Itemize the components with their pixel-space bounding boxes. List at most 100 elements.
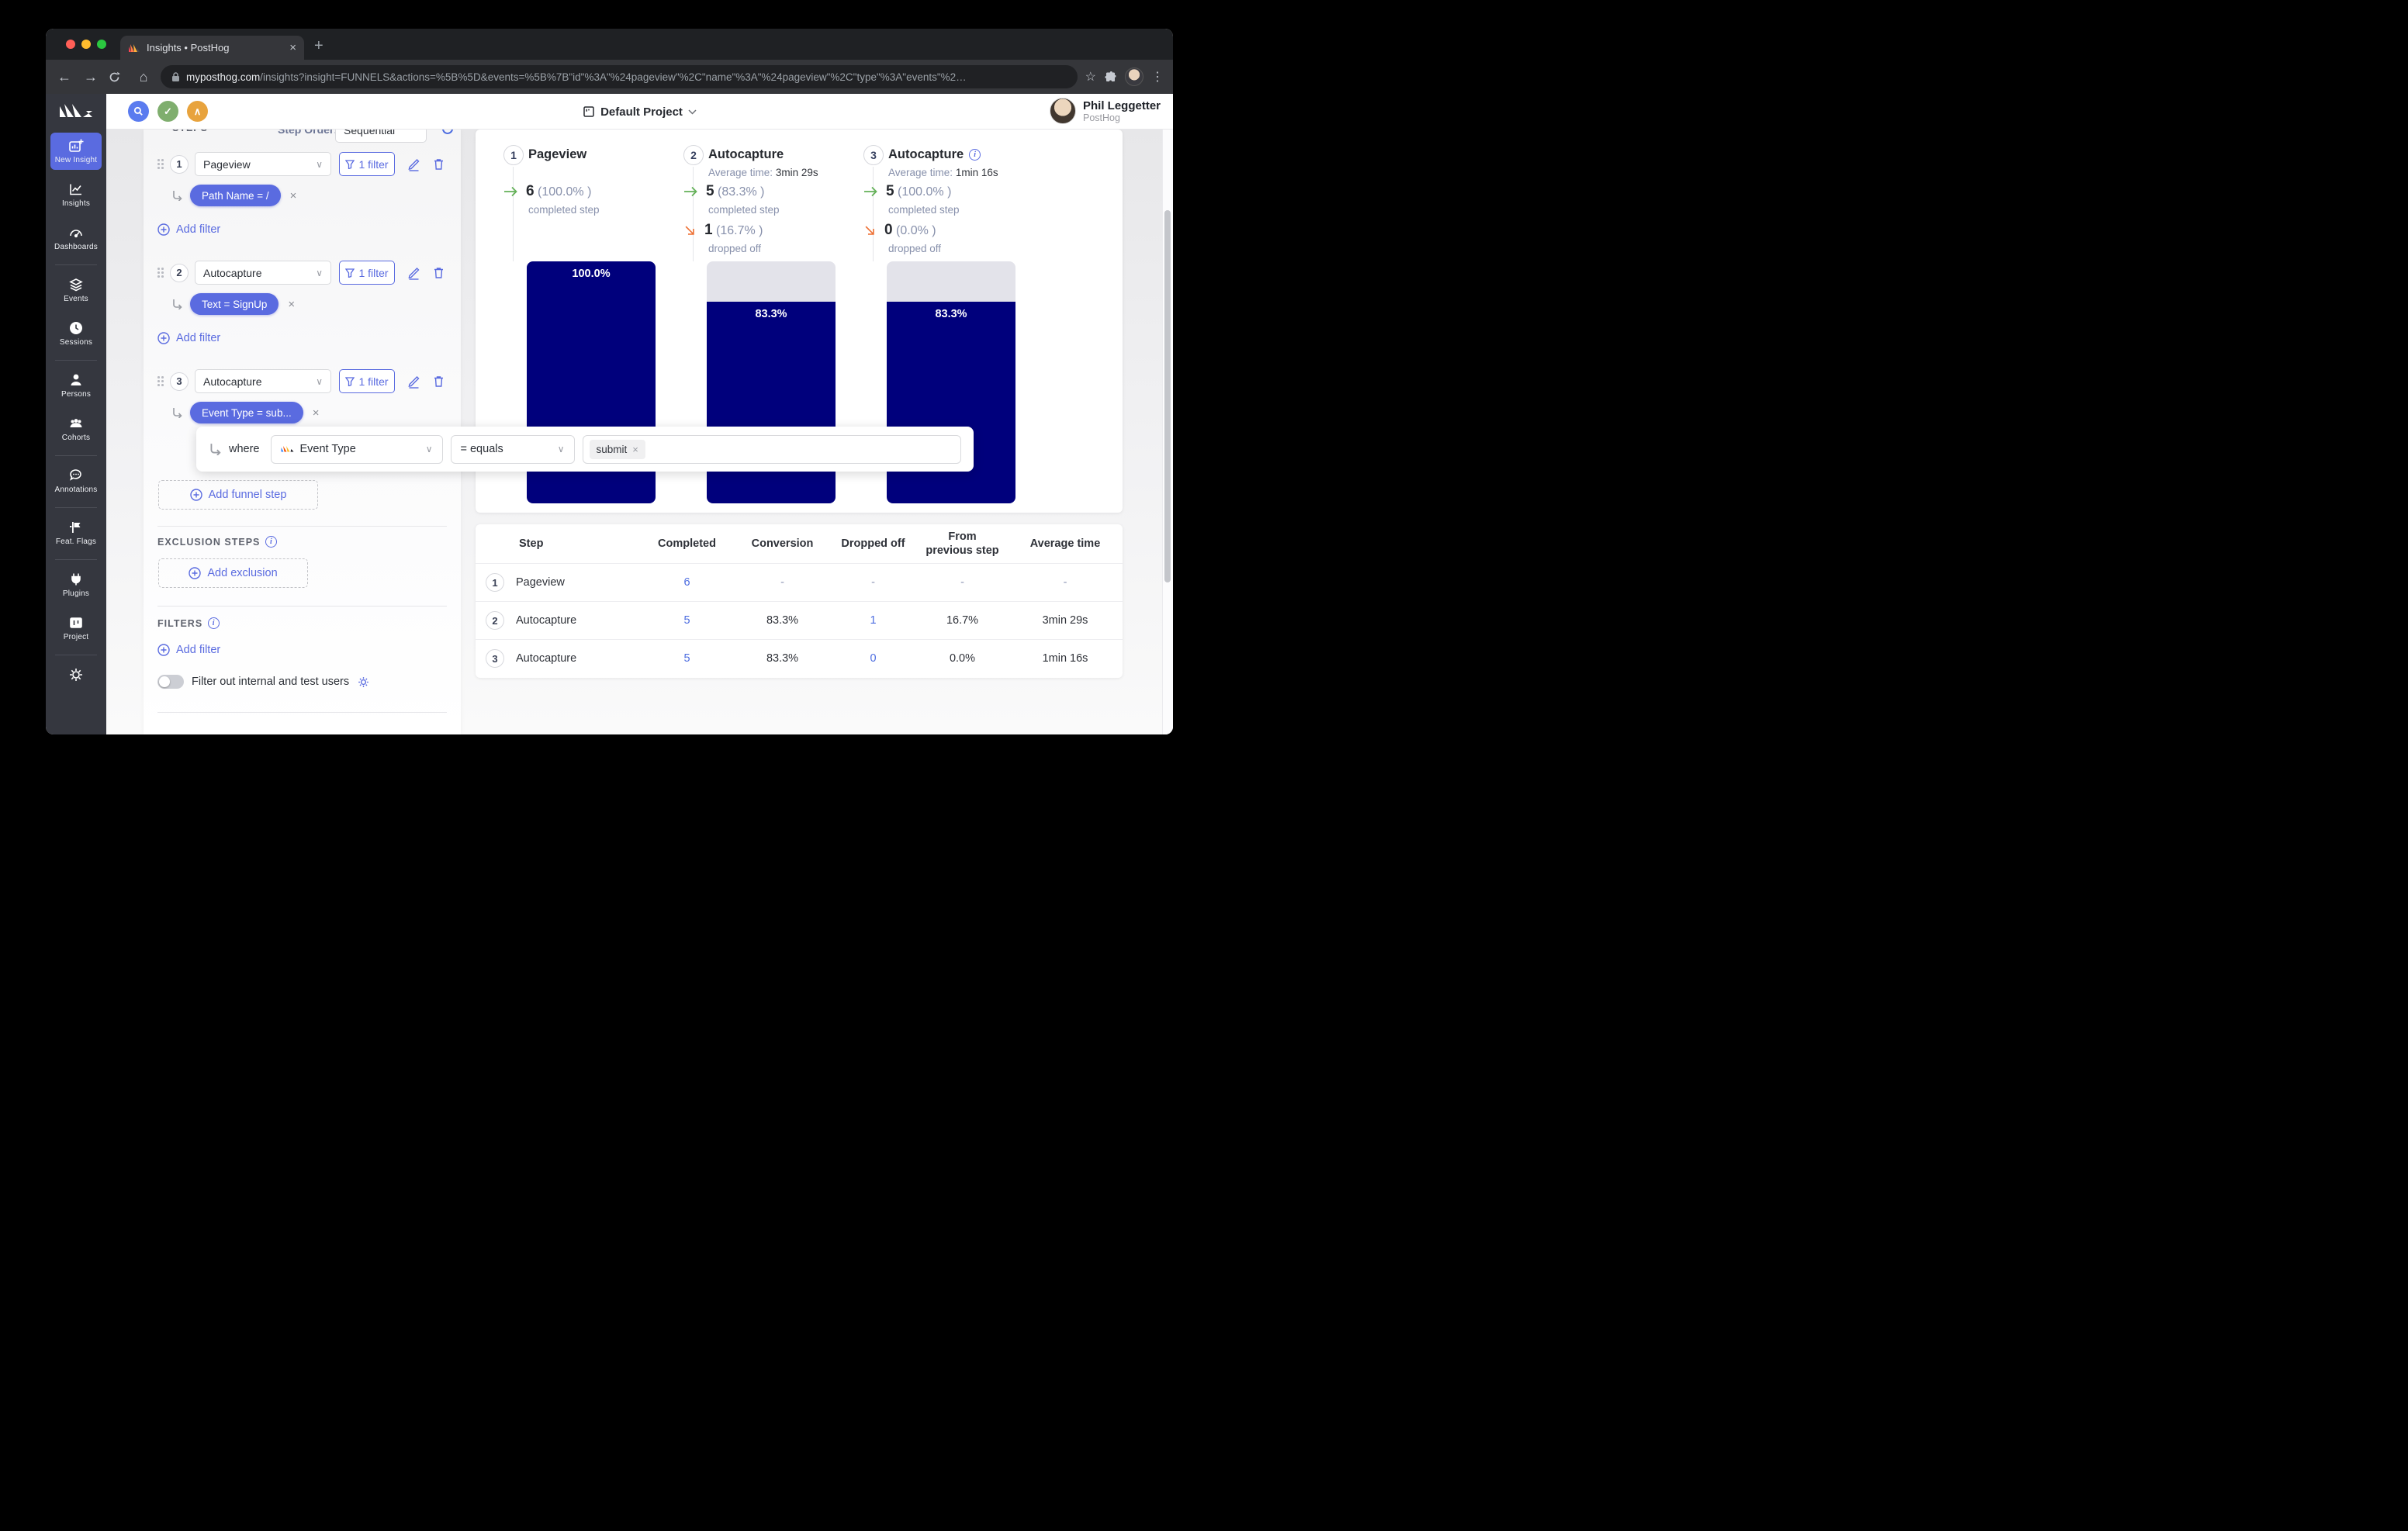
browser-tab[interactable]: Insights • PostHog × (120, 36, 304, 60)
sidebar-item-insights[interactable]: Insights (50, 176, 102, 213)
remove-filter-icon[interactable]: × (312, 406, 320, 420)
delete-trash-icon[interactable] (433, 375, 445, 388)
sidebar-item-sessions[interactable]: Sessions (50, 315, 102, 352)
project-name: Default Project (600, 105, 683, 119)
project-switcher[interactable]: Default Project (106, 94, 1173, 130)
caret-up-icon: ∧ (193, 105, 202, 117)
completed-metric: 5 (100.0% ) (863, 183, 951, 200)
minimize-window-button[interactable] (81, 40, 91, 49)
posthog-favicon (128, 42, 140, 54)
edit-pencil-icon[interactable] (407, 266, 420, 280)
add-funnel-step-button[interactable]: Add funnel step (158, 480, 318, 510)
info-icon[interactable]: i (208, 617, 220, 629)
sidebar-item-feature-flags[interactable]: Feat. Flags (50, 514, 102, 551)
drag-handle-icon[interactable] (157, 376, 164, 386)
from-previous-value: 16.7% (946, 613, 979, 627)
edit-pencil-icon[interactable] (407, 157, 420, 171)
warning-status-icon[interactable]: ∧ (187, 101, 208, 122)
browser-profile-avatar[interactable] (1125, 67, 1143, 86)
gear-icon[interactable] (357, 676, 370, 689)
scrollbar-track[interactable] (1162, 130, 1173, 734)
sidebar-item-project[interactable]: Project (50, 610, 102, 647)
events-layers-icon (68, 277, 84, 292)
dropped-value[interactable]: 1 (870, 613, 877, 627)
step-filter-count-button[interactable]: 1 filter (339, 261, 395, 285)
completed-value[interactable]: 6 (683, 575, 690, 589)
remove-tag-icon[interactable]: × (632, 443, 638, 455)
steps-header-row-clipped: STEPS Step Order: Sequential (144, 130, 461, 143)
new-tab-button[interactable]: + (314, 37, 323, 54)
property-select[interactable]: Event Type ∨ (270, 434, 443, 464)
url-bar[interactable]: myposthog.com/insights?insight=FUNNELS&a… (161, 65, 1078, 88)
search-button[interactable] (128, 101, 149, 122)
remove-filter-icon[interactable]: × (288, 297, 296, 311)
sidebar-item-cohorts[interactable]: Cohorts (50, 410, 102, 448)
remove-filter-icon[interactable]: × (289, 188, 297, 202)
arrow-right-icon (864, 186, 877, 197)
sidebar-item-events[interactable]: Events (50, 271, 102, 309)
property-filter-pill[interactable]: Event Type = sub... (190, 402, 303, 423)
step-filter-count-button[interactable]: 1 filter (339, 369, 395, 393)
add-exclusion-button[interactable]: Add exclusion (158, 558, 308, 588)
drag-handle-icon[interactable] (157, 159, 164, 169)
step-event-select[interactable]: Pageview ∨ (195, 152, 331, 176)
sidebar-item-annotations[interactable]: Annotations (50, 462, 102, 499)
toggle-label: Filter out internal and test users (192, 676, 350, 688)
extensions-puzzle-icon[interactable] (1104, 71, 1117, 84)
column-header: Conversion (751, 537, 814, 550)
reload-icon[interactable] (108, 71, 126, 84)
average-time-value: - (1063, 575, 1067, 589)
sidebar-item-label: Project (63, 633, 89, 641)
step-event-select[interactable]: Autocapture ∨ (195, 261, 331, 285)
completed-value[interactable]: 5 (683, 651, 690, 665)
step-name: Autocapture (516, 614, 577, 627)
funnel-step-badge: 1 (503, 145, 524, 165)
chevron-down-icon (688, 109, 697, 115)
value-tag-input[interactable]: submit × (582, 434, 961, 464)
sidebar-item-new-insight[interactable]: New Insight (50, 133, 102, 170)
funnel-step-badge: 3 (863, 145, 884, 165)
add-filter-link[interactable]: Add filter (157, 332, 220, 344)
step-connector-line (693, 167, 694, 261)
scrollbar-thumb[interactable] (1164, 210, 1171, 582)
edit-pencil-icon[interactable] (407, 375, 420, 389)
back-icon[interactable]: ← (57, 68, 71, 85)
sidebar-item-settings-cut[interactable] (50, 662, 102, 688)
funnel-filter-icon (345, 159, 355, 169)
dropped-segment (707, 261, 836, 302)
add-global-filter-link[interactable]: Add filter (157, 644, 220, 656)
info-icon[interactable]: i (969, 149, 981, 161)
step-filter-count-button[interactable]: 1 filter (339, 152, 395, 176)
drag-handle-icon[interactable] (157, 268, 164, 278)
filter-internal-users-toggle[interactable] (157, 675, 184, 689)
tab-close-icon[interactable]: × (289, 41, 296, 54)
chevron-down-icon: ∨ (316, 267, 323, 278)
delete-trash-icon[interactable] (433, 157, 445, 171)
delete-trash-icon[interactable] (433, 266, 445, 279)
sidebar-item-persons[interactable]: Persons (50, 367, 102, 404)
step-connector-line (873, 167, 874, 261)
success-status-icon[interactable]: ✓ (157, 101, 178, 122)
sidebar-item-dashboards[interactable]: Dashboards (50, 219, 102, 257)
completed-value[interactable]: 5 (683, 613, 690, 627)
operator-select[interactable]: = equals ∨ (450, 434, 575, 464)
step-order-select[interactable]: Sequential (335, 130, 427, 143)
user-menu[interactable]: Phil Leggetter PostHog (1049, 98, 1161, 124)
forward-icon[interactable]: → (84, 68, 98, 85)
step-order-label: Step Order: (278, 130, 338, 136)
dropped-value[interactable]: 0 (870, 651, 877, 665)
home-icon[interactable]: ⌂ (139, 68, 148, 85)
info-icon[interactable]: i (265, 536, 278, 548)
step-event-select[interactable]: Autocapture ∨ (195, 369, 331, 393)
add-filter-link[interactable]: Add filter (157, 223, 220, 236)
zoom-window-button[interactable] (97, 40, 106, 49)
refresh-icon[interactable] (440, 130, 455, 137)
posthog-logo[interactable] (58, 102, 94, 122)
browser-menu-kebab-icon[interactable]: ⋮ (1151, 71, 1164, 84)
close-window-button[interactable] (66, 40, 75, 49)
property-filter-pill[interactable]: Text = SignUp (190, 293, 279, 315)
feature-flags-flag-icon (68, 520, 84, 535)
property-filter-pill[interactable]: Path Name = / (190, 185, 281, 206)
bookmark-star-icon[interactable]: ☆ (1085, 71, 1096, 84)
sidebar-item-plugins[interactable]: Plugins (50, 566, 102, 603)
